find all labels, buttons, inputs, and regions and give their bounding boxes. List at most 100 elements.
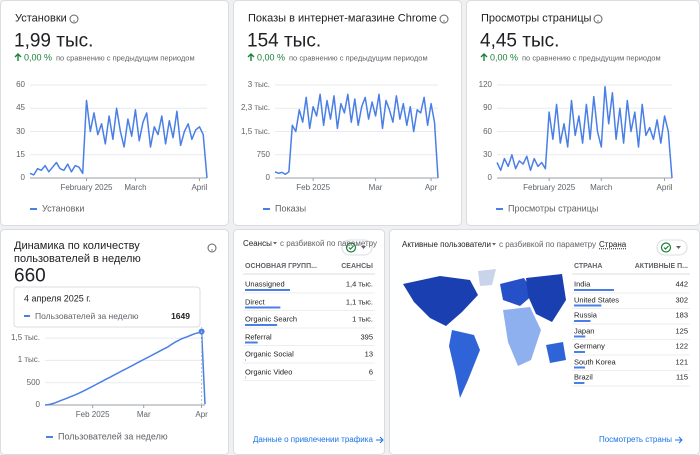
y-tick-label: 120 — [478, 80, 492, 90]
check-icon — [660, 242, 672, 253]
link-arrow — [675, 436, 683, 444]
world-map — [403, 269, 566, 398]
card-title: Показы в интернет-магазине Chrome — [248, 12, 437, 25]
check-mark — [663, 245, 669, 250]
info-icon — [207, 243, 217, 253]
y-tick-label: 60 — [483, 126, 492, 136]
line — [496, 85, 673, 179]
row-bar — [574, 382, 585, 384]
change-value: 0,00 % — [24, 52, 53, 63]
card-title: Просмотры страницы — [481, 12, 592, 25]
check-mark — [348, 245, 354, 250]
card-title: Динамика по количеству пользователей в н… — [14, 240, 141, 266]
up-arrow — [247, 53, 255, 61]
row-bar — [574, 351, 586, 353]
tooltip-label: Пользователей за неделю — [35, 310, 139, 321]
y-tick-label: 0 — [487, 173, 492, 183]
row-bar — [245, 376, 246, 379]
row-label: Organic Video — [245, 367, 293, 376]
y-tick-label: 1,5 тыс. — [241, 126, 270, 136]
metric-value: 1,99 тыс. — [14, 30, 94, 52]
row-value: 1,4 тыс. — [345, 279, 373, 289]
row-value: 442 — [675, 279, 688, 289]
tooltip — [13, 286, 201, 328]
tooltip-date: 4 апреля 2025 г. — [24, 293, 91, 304]
row-label: United States — [574, 295, 620, 304]
y-tick-label: 0 — [265, 173, 270, 183]
x-tick-label: April — [656, 183, 673, 193]
row-label: Brazil — [574, 372, 593, 382]
card-title: Сеансы — [243, 239, 272, 249]
column-header: АКТИВНЫЕ П... — [634, 262, 688, 270]
row-label: Russia — [574, 310, 597, 320]
y-tick-label: 15 — [16, 149, 25, 159]
up-arrow — [480, 53, 488, 61]
row-bar — [245, 359, 246, 361]
card-subtitle: с разбивкой по параметру — [499, 240, 597, 250]
dropdown-arrow — [273, 242, 277, 245]
row-bar — [245, 324, 278, 326]
row-bar — [574, 289, 614, 291]
change-value: 0,00 % — [490, 52, 519, 63]
column-header: ОСНОВНАЯ ГРУПП... — [245, 262, 317, 270]
row-value: 1 тыс. — [352, 314, 373, 324]
row-value: 13 — [364, 349, 373, 359]
row-value: 6 — [368, 367, 373, 376]
row-bar — [245, 306, 281, 309]
y-tick-label: 30 — [16, 126, 25, 136]
info-icon-dot — [73, 20, 75, 22]
row-label: South Korea — [574, 357, 616, 366]
card-link[interactable]: Посмотреть страны — [598, 435, 672, 445]
column-header: СЕАНСЫ — [341, 262, 373, 270]
legend-label: Установки — [42, 203, 85, 214]
comparison-text: по сравнению с предыдущим периодом — [522, 53, 661, 63]
row-label: Japan — [574, 326, 595, 335]
row-value: 302 — [675, 295, 688, 304]
card — [0, 0, 229, 226]
y-tick-label: 90 — [483, 103, 492, 113]
y-tick-label: 60 — [16, 80, 25, 90]
info-icon — [593, 14, 603, 24]
dimension-link[interactable]: Страна — [599, 240, 627, 250]
column-header: СТРАНА — [574, 262, 603, 270]
info-icon-dot — [597, 20, 599, 22]
row-value: 121 — [675, 357, 688, 366]
y-tick-label: 2,3 тыс. — [241, 103, 270, 113]
x-tick-label: Feb 2025 — [296, 183, 331, 193]
row-label: India — [574, 279, 591, 289]
x-tick-label: Apr — [195, 410, 208, 420]
info-icon — [69, 14, 79, 24]
info-icon-dot — [211, 249, 213, 251]
row-label: Unassigned — [245, 279, 285, 289]
row-bar — [574, 304, 602, 307]
row-label: Direct — [245, 297, 265, 306]
row-value: 183 — [675, 310, 688, 320]
y-tick-label: 3 тыс. — [247, 80, 270, 90]
y-tick-label: 500 — [26, 377, 40, 387]
info-icon — [439, 14, 449, 24]
link-arrow — [376, 436, 384, 444]
row-label: Referral — [245, 332, 272, 341]
row-value: 115 — [676, 372, 688, 382]
x-tick-label: Mar — [136, 410, 151, 420]
comparison-text: по сравнению с предыдущим периодом — [56, 53, 195, 63]
x-tick-label: February 2025 — [60, 183, 113, 193]
up-arrow — [14, 53, 22, 61]
row-bar — [245, 289, 290, 291]
metric-value: 154 тыс. — [247, 30, 322, 52]
line — [44, 330, 206, 406]
row-value: 122 — [675, 341, 688, 351]
card-link[interactable]: Данные о привлечении трафика — [253, 435, 373, 445]
line — [274, 93, 439, 179]
metric-value: 4,45 тыс. — [480, 30, 560, 52]
legend-label: Показы — [275, 203, 307, 214]
y-tick-label: 750 — [256, 149, 270, 159]
legend-label: Пользователей за неделю — [58, 431, 168, 442]
x-tick-label: February 2025 — [523, 183, 576, 193]
metric-value: 660 — [14, 265, 46, 287]
card-title: Активные пользователи — [402, 240, 491, 250]
card-subtitle: с разбивкой по параметру — [280, 239, 378, 249]
row-label: Germany — [574, 341, 605, 351]
dropdown-arrow — [361, 246, 366, 249]
